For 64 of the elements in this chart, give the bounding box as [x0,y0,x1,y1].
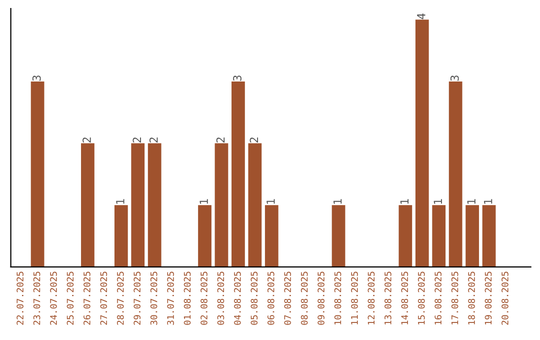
bar [232,81,245,267]
bar [198,205,212,267]
bar [214,143,228,267]
x-tick-label: 26.07.2025 [84,272,90,325]
x-tick-label: 25.07.2025 [66,272,74,325]
x-tick-label: 03.08.2025 [217,272,224,325]
bar [482,205,496,267]
data-label: 2 [82,138,91,142]
bar [30,81,44,267]
bar [248,143,262,267]
data-label: 1 [467,199,476,204]
data-label: 1 [116,199,124,204]
data-label: 1 [334,199,342,204]
data-label: 3 [450,76,459,81]
bar [398,205,412,267]
x-tick-label: 07.08.2025 [284,272,292,325]
data-label: 3 [233,76,242,81]
bar [148,143,162,267]
data-label: 3 [32,76,41,81]
x-tick-label: 15.08.2025 [418,272,425,324]
x-tick-label: 29.07.2025 [134,272,141,325]
x-tick-label: 27.07.2025 [100,272,108,325]
x-tick-label: 20.08.2025 [502,272,508,325]
x-tick-label: 18.08.2025 [468,272,475,324]
x-tick-label: 01.08.2025 [184,272,191,325]
x-tick-label: 08.08.2025 [300,272,308,325]
x-tick-label: 16.08.2025 [434,272,442,324]
data-label: 1 [266,199,275,204]
bar [264,205,278,267]
x-tick-label: 28.07.2025 [116,272,124,325]
x-tick-label: 14.08.2025 [401,272,408,324]
x-tick-label: 06.08.2025 [267,272,274,325]
x-tick-label: 05.08.2025 [250,272,258,325]
data-label: 2 [149,138,158,142]
x-tick-label: 09.08.2025 [318,272,324,325]
x-tick-label: 17.08.2025 [451,272,458,324]
bar [114,205,128,267]
data-label: 1 [200,199,208,204]
x-tick-label: 31.07.2025 [167,272,174,325]
x-tick-label: 13.08.2025 [384,272,392,324]
data-label: 1 [484,199,492,204]
x-tick-label: 12.08.2025 [368,272,375,324]
bar [332,205,346,267]
data-label: 4 [417,13,426,20]
x-tick-label: 11.08.2025 [351,272,358,324]
bar [81,143,94,267]
data-label: 2 [132,138,141,142]
data-label: 1 [400,199,409,204]
x-tick-label: 19.08.2025 [484,272,492,324]
x-tick-label: 04.08.2025 [234,272,241,325]
data-label: 1 [434,199,442,204]
x-tick-label: 22.07.2025 [16,272,24,325]
x-tick-label: 10.08.2025 [334,272,342,324]
bar [432,205,446,267]
x-tick-label: 30.07.2025 [150,272,158,325]
bar [415,20,429,267]
x-tick-label: 23.07.2025 [33,272,40,325]
x-tick-label: 24.07.2025 [50,272,57,325]
x-tick-label: 02.08.2025 [200,272,208,325]
data-label: 2 [250,138,258,142]
bar [448,81,462,267]
bar [466,205,479,267]
bar [131,143,145,267]
data-label: 2 [216,138,225,142]
